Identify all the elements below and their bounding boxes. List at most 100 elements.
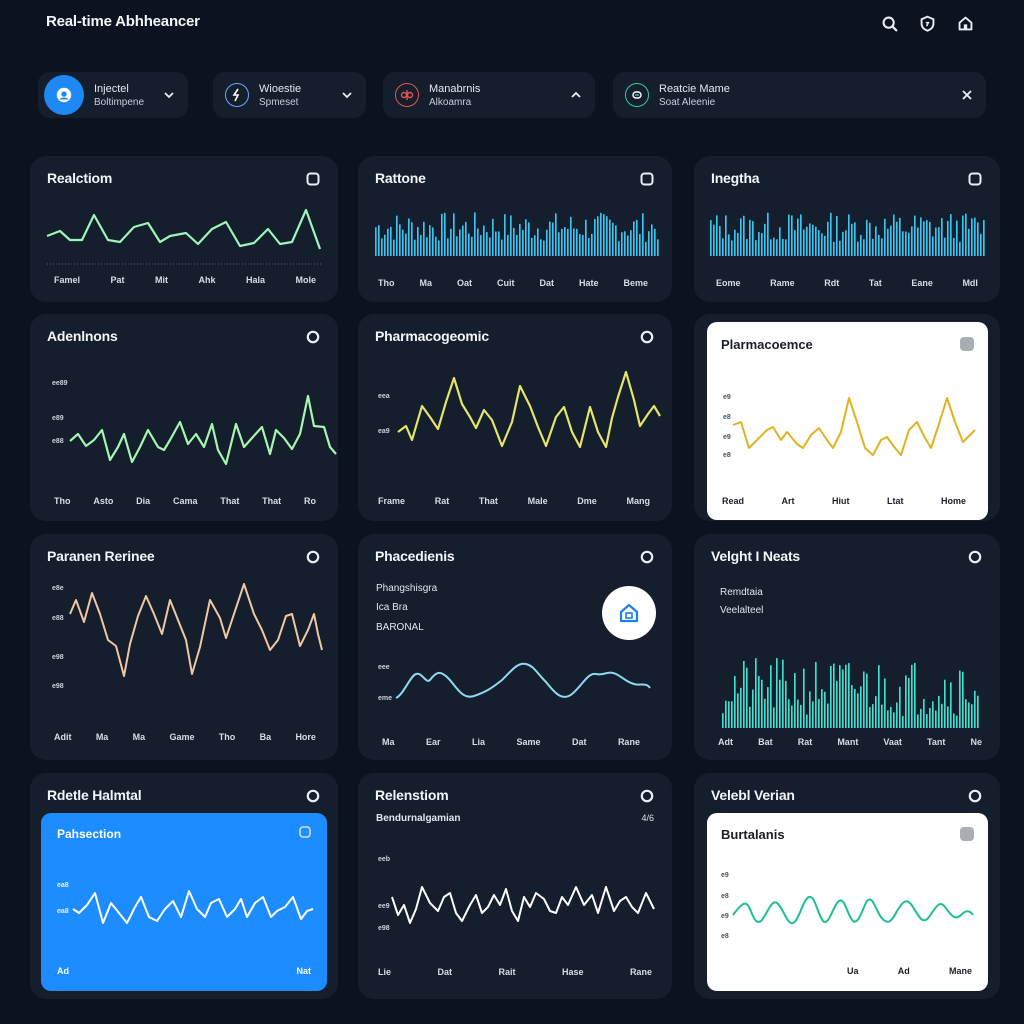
bar xyxy=(734,675,736,728)
bar xyxy=(875,696,877,728)
x-tick-label: Eome xyxy=(716,278,741,288)
bar xyxy=(899,217,901,256)
bar xyxy=(420,234,422,256)
add-widget-button[interactable] xyxy=(602,586,656,640)
filter-label: Manabrnis xyxy=(429,82,481,95)
chart-subvalue: 4/6 xyxy=(641,813,654,823)
bar xyxy=(737,232,739,256)
bar xyxy=(549,221,551,256)
bar xyxy=(971,218,973,256)
x-tick-label: Ba xyxy=(259,732,272,742)
x-tick-label: Vaat xyxy=(883,737,902,747)
bar xyxy=(866,219,868,256)
panel-title: Pahsection xyxy=(57,827,122,841)
bar xyxy=(567,228,569,256)
building-icon xyxy=(619,603,639,623)
circle-icon[interactable] xyxy=(968,550,982,564)
circle-icon[interactable] xyxy=(640,789,654,803)
bar xyxy=(462,225,464,256)
filter-dropdown-3[interactable]: Manabrnis Alkoamra xyxy=(383,72,595,118)
x-tick-label: Asto xyxy=(93,496,114,506)
info-line: Remdtaia xyxy=(720,587,763,598)
bar xyxy=(396,215,398,256)
x-tick-label: Hiut xyxy=(831,496,850,506)
x-tick-label: Ua xyxy=(847,966,859,976)
filter-dropdown-2[interactable]: Wioestie Spmeset xyxy=(213,72,366,118)
y-tick-label: e8e xyxy=(52,585,64,592)
bar xyxy=(974,217,976,256)
bar xyxy=(851,223,853,256)
bar xyxy=(962,671,964,728)
circle-icon[interactable] xyxy=(306,330,320,344)
bar xyxy=(375,227,377,256)
bar xyxy=(728,701,730,728)
bar xyxy=(710,220,712,256)
x-tick-label: Lie xyxy=(378,967,392,977)
circle-icon[interactable] xyxy=(306,550,320,564)
bar xyxy=(881,238,883,256)
bar xyxy=(893,712,895,728)
bar xyxy=(836,216,838,256)
bar xyxy=(474,212,476,256)
bar xyxy=(713,224,715,256)
bar xyxy=(968,228,970,256)
filter-dropdown-1[interactable]: Injectel Boltimpene xyxy=(38,72,188,118)
square-icon[interactable] xyxy=(299,826,311,838)
y-tick-label: ea8 xyxy=(57,882,69,889)
bar xyxy=(977,222,979,256)
bar xyxy=(504,214,506,256)
bar xyxy=(492,218,494,256)
search-icon[interactable] xyxy=(880,14,898,32)
y-tick-label: e88 xyxy=(52,615,64,622)
bar xyxy=(444,212,446,256)
circle-icon[interactable] xyxy=(640,550,654,564)
bar xyxy=(731,701,733,728)
bar xyxy=(794,230,796,256)
bar xyxy=(435,236,437,256)
bar xyxy=(977,695,979,728)
bar xyxy=(468,233,470,256)
x-axis-labels: Tho Asto Dia Cama That That Ro xyxy=(54,496,316,506)
bar xyxy=(845,230,847,256)
bar xyxy=(821,689,823,728)
circle-icon[interactable] xyxy=(640,330,654,344)
bar xyxy=(447,238,449,256)
shield-icon[interactable] xyxy=(918,14,936,32)
circle-icon[interactable] xyxy=(306,789,320,803)
circle-icon[interactable] xyxy=(968,789,982,803)
info-line: BARONAL xyxy=(376,622,424,633)
x-tick-label: Ma xyxy=(382,737,395,747)
close-icon[interactable] xyxy=(960,88,974,102)
bar xyxy=(480,235,482,256)
card-title: Rattone xyxy=(375,170,426,186)
bar xyxy=(950,214,952,256)
bar xyxy=(585,219,587,256)
bar xyxy=(983,219,985,256)
bar xyxy=(860,234,862,256)
bar xyxy=(405,233,407,256)
chart-card-5: Pharmacogeomic eea ea9 Frame Rat That Ma… xyxy=(358,314,672,521)
bar xyxy=(908,677,910,728)
card-title: Realctiom xyxy=(47,170,113,186)
x-tick-label: Ad xyxy=(897,966,910,976)
bar xyxy=(630,230,632,256)
bar xyxy=(761,233,763,256)
bar xyxy=(486,232,488,256)
bar xyxy=(597,216,599,256)
square-icon[interactable] xyxy=(306,172,320,186)
x-tick-label: Male xyxy=(527,496,548,506)
blue-panel: Pahsection ea8 ea8 Ad Nat xyxy=(41,813,327,991)
bar xyxy=(755,240,757,256)
card-title: Phacedienis xyxy=(375,548,455,564)
bar xyxy=(441,213,443,256)
x-tick-label: Tat xyxy=(868,278,882,288)
home-icon[interactable] xyxy=(956,14,974,32)
bar xyxy=(594,219,596,256)
square-icon[interactable] xyxy=(640,172,654,186)
panel-options-icon[interactable] xyxy=(960,337,974,351)
y-tick-label: e98 xyxy=(52,683,64,690)
bar xyxy=(788,214,790,256)
panel-options-icon[interactable] xyxy=(960,827,974,841)
square-icon[interactable] xyxy=(968,172,982,186)
filter-chip-4[interactable]: Reatcie Mame Soat Aleenie xyxy=(613,72,986,118)
